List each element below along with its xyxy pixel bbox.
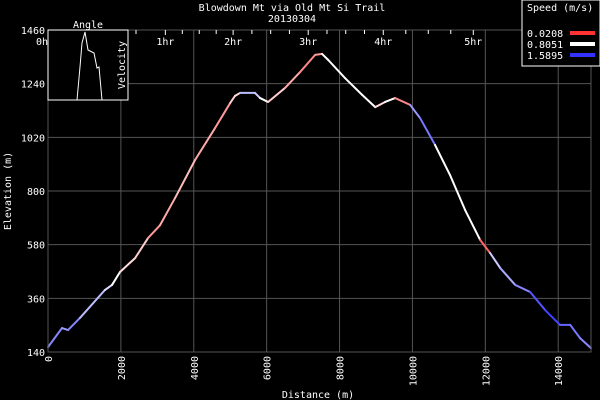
profile-segment bbox=[344, 77, 364, 96]
time-tick-label: 2hr bbox=[224, 37, 242, 48]
x-tick-labels: 0 2000 4000 6000 8000 10000 12000 14000 bbox=[44, 356, 565, 386]
profile-segment bbox=[529, 290, 547, 312]
profile-segment bbox=[394, 97, 412, 106]
time-tick-label: 1hr bbox=[156, 37, 174, 48]
x-tick-label: 12000 bbox=[481, 356, 492, 386]
profile-segment bbox=[299, 53, 317, 73]
inset-line bbox=[76, 31, 103, 101]
y-tick-label: 1240 bbox=[21, 80, 45, 91]
profile-segment bbox=[229, 94, 237, 104]
profile-segment bbox=[119, 257, 137, 273]
x-tick-label: 4000 bbox=[190, 356, 201, 380]
chart-subtitle: 20130304 bbox=[268, 14, 316, 25]
profile-segment bbox=[267, 87, 286, 103]
profile-segment bbox=[159, 197, 177, 227]
inset-ylabel: Velocity bbox=[117, 41, 128, 89]
profile-segment bbox=[464, 209, 482, 242]
profile-segment bbox=[374, 100, 387, 109]
inset-plot: Angle Velocity bbox=[47, 20, 129, 101]
x-tick-label: 14000 bbox=[554, 356, 565, 386]
profile-segment bbox=[579, 337, 592, 350]
profile-segment bbox=[409, 103, 422, 120]
x-axis-label: Distance (m) bbox=[282, 390, 354, 400]
legend-entry-label: 0.8051 bbox=[527, 40, 563, 51]
legend-entry-label: 1.5895 bbox=[527, 51, 563, 62]
profile-segment bbox=[253, 91, 262, 100]
profile-segment bbox=[67, 316, 82, 332]
profile-segment bbox=[448, 173, 467, 212]
profile-segment bbox=[419, 117, 437, 146]
time-tick-label: 3hr bbox=[299, 37, 317, 48]
profile-segment bbox=[60, 327, 70, 332]
profile-segment bbox=[174, 159, 197, 200]
legend-entry-swatch bbox=[570, 31, 595, 35]
profile-segment bbox=[544, 309, 562, 326]
legend-entry-swatch bbox=[570, 42, 595, 46]
legend-entry-swatch bbox=[570, 53, 595, 57]
profile-segment bbox=[214, 101, 232, 130]
profile-segment bbox=[259, 97, 270, 103]
profile-segment bbox=[327, 59, 347, 80]
y-tick-label: 580 bbox=[27, 241, 45, 252]
legend-title: Speed (m/s) bbox=[527, 3, 593, 14]
x-tick-label: 0 bbox=[44, 356, 55, 362]
y-tick-label: 800 bbox=[27, 187, 45, 198]
profile-segment bbox=[147, 224, 162, 240]
x-tick-label: 6000 bbox=[263, 356, 274, 380]
profile-segment bbox=[489, 251, 502, 270]
profile-segment bbox=[283, 70, 302, 90]
profile-segment bbox=[479, 239, 492, 254]
y-tick-label: 1460 bbox=[21, 26, 45, 37]
x-tick-label: 10000 bbox=[408, 356, 419, 386]
y-tick-label: 360 bbox=[27, 294, 45, 305]
profile-segment bbox=[384, 97, 397, 103]
profile-segment bbox=[314, 52, 324, 56]
profile-segment bbox=[361, 93, 377, 109]
legend-entry-label: 0.0208 bbox=[527, 29, 563, 40]
profile-segment bbox=[499, 267, 517, 286]
profile-segment bbox=[514, 283, 532, 293]
profile-segment bbox=[194, 127, 217, 162]
profile-segment bbox=[79, 289, 106, 319]
y-axis-label: Elevation (m) bbox=[3, 152, 14, 230]
time-tick-label: 5hr bbox=[464, 37, 482, 48]
profile-segment bbox=[47, 327, 63, 349]
profile-segment bbox=[321, 52, 330, 62]
y-tick-label: 140 bbox=[27, 348, 45, 359]
profile-segment bbox=[569, 323, 582, 340]
time-tick-label: 4hr bbox=[374, 37, 392, 48]
x-tick-label: 2000 bbox=[117, 356, 128, 380]
profile-segment bbox=[134, 237, 150, 260]
chart-title: Blowdown Mt via Old Mt Si Trail bbox=[199, 3, 386, 14]
x-tick-label: 8000 bbox=[336, 356, 347, 380]
profile-segment bbox=[111, 270, 122, 286]
profile-segment bbox=[434, 143, 451, 176]
y-tick-label: 1020 bbox=[21, 133, 45, 144]
profile-segment bbox=[103, 283, 114, 292]
time-tick-label: 0h bbox=[36, 37, 48, 48]
inset-title: Angle bbox=[73, 20, 103, 31]
y-tick-labels: 140 360 580 800 1020 1240 1460 bbox=[21, 26, 45, 359]
grid bbox=[47, 29, 591, 353]
plot-frame bbox=[47, 29, 592, 353]
elevation-profile-line bbox=[47, 52, 592, 350]
